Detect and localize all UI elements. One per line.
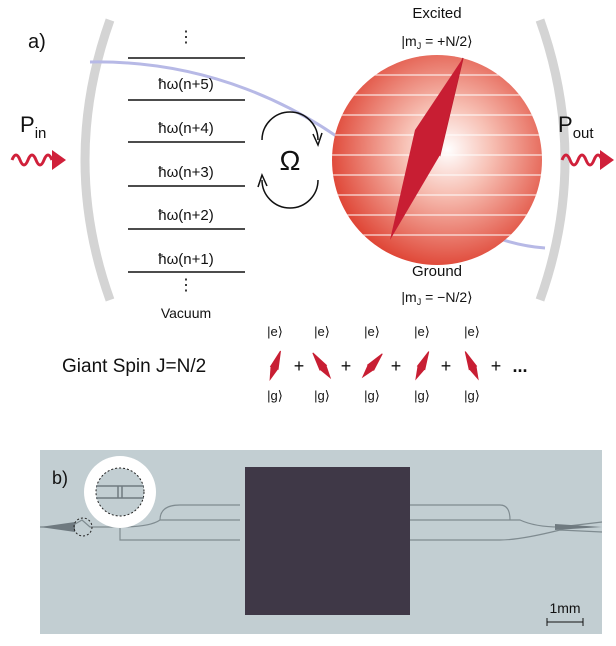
p-in: Pin [20, 112, 46, 142]
p-main: P [558, 112, 573, 137]
mini-spin [359, 351, 386, 381]
wave-arrow [600, 150, 614, 170]
p-main: P [20, 112, 35, 137]
omega: Ω [280, 145, 301, 176]
mini-spin [462, 350, 483, 382]
level-label: ħω(n+2) [158, 207, 214, 224]
ket: |m [401, 289, 416, 305]
crystal [245, 467, 410, 615]
level-label: ħω(n+4) [158, 120, 214, 137]
ground-ket: |g⟩ [314, 388, 330, 403]
excited-state: |mJ = +N/2⟩ [401, 33, 472, 51]
plus: + [341, 356, 352, 376]
ground-ket: |g⟩ [267, 388, 283, 403]
panel-label: a) [28, 31, 46, 53]
level-label: ħω(n+1) [158, 251, 214, 268]
level-label: ħω(n+5) [158, 76, 214, 93]
wave [12, 155, 52, 165]
excited-title: Excited [412, 5, 461, 22]
plus: + [491, 356, 502, 376]
excited-ket: |e⟩ [314, 324, 330, 339]
ellipsis: ... [512, 356, 527, 376]
scale-label: 1mm [549, 600, 580, 616]
dots: ⋮ [178, 29, 194, 46]
ground-title: Ground [412, 263, 462, 280]
p-sub: in [35, 125, 47, 142]
p-sub: out [573, 125, 595, 142]
mini-spin-body [266, 350, 284, 383]
ground-ket: |g⟩ [364, 388, 380, 403]
mini-spin [266, 350, 284, 383]
dots: ⋮ [178, 277, 194, 294]
mini-spin-body [462, 350, 483, 382]
wave-arrow [52, 150, 66, 170]
cycle-arrow [262, 112, 318, 140]
panel-label: b) [52, 468, 68, 488]
cycle-arrow [262, 180, 318, 208]
plus: + [391, 356, 402, 376]
ket: = +N/2⟩ [421, 33, 472, 49]
inset-detail [96, 468, 144, 516]
excited-ket: |e⟩ [414, 324, 430, 339]
level-label: ħω(n+3) [158, 164, 214, 181]
spin-sum: |e⟩ |g⟩ + |e⟩ |g⟩ + |e⟩ |g⟩ + |e⟩ |g⟩ + |e⟩ |g⟩ +... [266, 324, 528, 403]
ground-state: |mJ = −N/2⟩ [401, 289, 472, 307]
mirror [540, 20, 565, 300]
mini-spin [412, 350, 433, 382]
ket: |m [401, 33, 416, 49]
levels: ħω(n+5) ħω(n+4) ħω(n+3) ħω(n+2) ħω(n+1) [128, 58, 245, 272]
plus: + [294, 356, 305, 376]
ground-ket: |g⟩ [414, 388, 430, 403]
ground-ket: |g⟩ [464, 388, 480, 403]
plus: + [441, 356, 452, 376]
excited-ket: |e⟩ [364, 324, 380, 339]
figure: a) Pin Pout ħω(n+5) ħω(n+4) ħω(n+3) ħω(n+2)… [0, 0, 616, 641]
vacuum: Vacuum [161, 305, 211, 321]
excited-ket: |e⟩ [464, 324, 480, 339]
mini-spin [310, 351, 335, 382]
mini-spin-body [412, 350, 433, 382]
excited-ket: |e⟩ [267, 324, 283, 339]
giant-spin-label: Giant Spin J=N/2 [62, 356, 206, 377]
ket: = −N/2⟩ [421, 289, 472, 305]
